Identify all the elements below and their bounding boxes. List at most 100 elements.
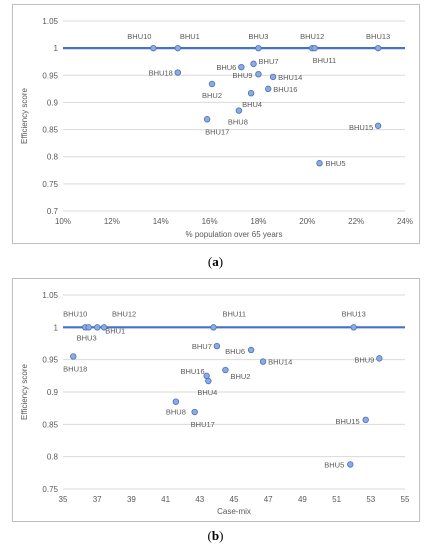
point-label-bhu13: BHU13 <box>366 32 390 41</box>
x-tick-label: 16% <box>202 217 218 226</box>
x-tick-label: 22% <box>348 217 364 226</box>
data-point-bhu8 <box>235 107 243 114</box>
point-label-bhu11: BHU11 <box>313 56 337 65</box>
x-tick-label: 35 <box>59 495 68 504</box>
data-point-bhu16 <box>264 85 272 93</box>
caption-a-open: ( <box>207 254 213 269</box>
y-tick-label: 0.75 <box>42 485 58 494</box>
x-axis-title: Case-mix <box>217 507 251 516</box>
chart-panel-b: 0.75 0.8 0.85 0.9 0.95 1 1.05 35 37 39 41 43 45 47 49 5… <box>12 278 420 522</box>
y-tick-label: 0.85 <box>42 420 58 429</box>
data-point-bhu2 <box>208 80 216 88</box>
data-point-bhu17 <box>203 116 211 123</box>
point-label-bhu10: BHU10 <box>63 309 87 318</box>
data-point-bhu3 <box>85 324 92 331</box>
point-label-bhu4: BHU4 <box>242 100 262 109</box>
y-tick-label: 0.8 <box>47 453 59 462</box>
y-tick-label: 1.05 <box>42 17 58 26</box>
x-tick-label: 18% <box>250 217 266 226</box>
point-label-bhu15: BHU15 <box>335 417 359 426</box>
caption-b-close: ) <box>219 528 224 543</box>
y-tick-label: 0.75 <box>42 180 58 189</box>
data-point-bhu12 <box>100 324 108 331</box>
point-label-bhu3: BHU3 <box>77 333 97 342</box>
point-label-bhu5: BHU5 <box>326 159 346 168</box>
scatter-chart-b: 0.75 0.8 0.85 0.9 0.95 1 1.05 35 37 39 41 43 45 47 49 5… <box>20 291 410 516</box>
point-label-bhu16: BHU16 <box>273 85 297 94</box>
point-label-bhu6: BHU6 <box>225 347 245 356</box>
data-point-bhu14 <box>259 358 267 365</box>
y-axis-title: Efficiency score <box>20 364 29 420</box>
x-tick-label: 20% <box>299 217 315 226</box>
data-point-bhu7 <box>213 342 221 350</box>
data-point-bhu6 <box>238 63 245 71</box>
x-axis-title: % population over 65 years <box>186 230 283 239</box>
y-tick-label: 0.9 <box>47 388 59 397</box>
data-point-bhu8 <box>172 398 180 405</box>
point-label-bhu2: BHU2 <box>202 91 222 100</box>
point-label-bhu13: BHU13 <box>342 309 366 318</box>
point-label-bhu14: BHU14 <box>268 358 292 367</box>
point-label-bhu12: BHU12 <box>300 32 324 41</box>
y-tick-label: 0.8 <box>47 153 59 162</box>
data-point-bhu15 <box>362 416 369 424</box>
point-label-bhu5: BHU5 <box>324 460 344 469</box>
x-tick-label: 47 <box>264 495 273 504</box>
data-point-bhu4 <box>205 377 212 385</box>
data-point-bhu1 <box>93 324 101 331</box>
x-tick-label: 39 <box>127 495 136 504</box>
data-point-bhu4 <box>247 89 255 97</box>
point-label-bhu1: BHU1 <box>105 326 125 335</box>
x-tick-label: 45 <box>230 495 239 504</box>
caption-a: (a) <box>0 254 431 270</box>
data-point-bhu1 <box>174 44 182 52</box>
data-point-bhu14 <box>269 73 277 81</box>
data-point-bhu9 <box>255 70 262 78</box>
point-label-bhu6: BHU6 <box>216 63 236 72</box>
x-tick-label: 37 <box>93 495 102 504</box>
point-label-bhu18: BHU18 <box>149 69 173 78</box>
y-tick-label: 0.85 <box>42 126 58 135</box>
data-point-bhu5 <box>316 160 323 167</box>
data-point-bhu2 <box>222 366 229 374</box>
data-point-bhu18 <box>70 353 77 360</box>
point-label-bhu11: BHU11 <box>222 309 246 318</box>
data-point-bhu6 <box>247 346 255 354</box>
point-label-bhu3: BHU3 <box>248 32 268 41</box>
data-point-bhu9 <box>376 355 383 362</box>
x-tick-label: 24% <box>397 217 413 226</box>
point-label-bhu9: BHU9 <box>232 71 252 80</box>
caption-b: (b) <box>0 528 431 544</box>
data-point-bhu15 <box>374 122 382 129</box>
x-tick-label: 55 <box>401 495 410 504</box>
data-point-bhu7 <box>250 60 257 68</box>
y-tick-label: 0.7 <box>47 207 59 216</box>
y-tick-label: 1.05 <box>42 291 58 300</box>
x-tick-label: 10% <box>55 217 71 226</box>
x-tick-label: 41 <box>161 495 170 504</box>
data-point-bhu3 <box>255 44 262 52</box>
point-label-bhu2: BHU2 <box>230 372 250 381</box>
y-tick-label: 1 <box>54 44 59 53</box>
point-label-bhu12: BHU12 <box>112 309 136 318</box>
point-label-bhu17: BHU17 <box>191 420 215 429</box>
point-label-bhu7: BHU7 <box>192 342 212 351</box>
point-label-bhu10: BHU10 <box>127 32 151 41</box>
caption-b-letter: b <box>211 528 220 543</box>
point-label-bhu15: BHU15 <box>349 123 373 132</box>
y-axis-title: Efficiency score <box>20 88 29 144</box>
caption-a-close: ) <box>218 254 224 269</box>
x-tick-label: 53 <box>366 495 375 504</box>
point-label-bhu8: BHU8 <box>228 118 248 127</box>
chart-panel-a: 0.7 0.75 0.8 0.85 0.9 0.95 1 1.05 10% 12% 14% 16% 18… <box>12 4 420 244</box>
x-tick-label: 43 <box>195 495 204 504</box>
x-tick-label: 51 <box>332 495 341 504</box>
data-point-bhu13 <box>350 324 357 331</box>
caption-b-open: ( <box>207 528 212 543</box>
point-label-bhu14: BHU14 <box>278 73 302 82</box>
data-point-bhu11 <box>311 44 318 52</box>
point-label-bhu7: BHU7 <box>259 57 279 66</box>
point-label-bhu8: BHU8 <box>166 408 186 417</box>
y-tick-label: 0.9 <box>47 98 59 107</box>
point-label-bhu17: BHU17 <box>205 127 229 136</box>
